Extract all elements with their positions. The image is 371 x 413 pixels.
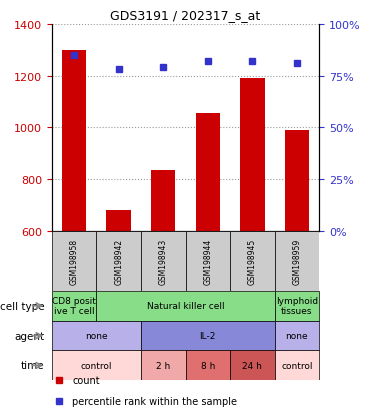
Bar [141, 231, 186, 291]
Bar [141, 321, 275, 351]
Text: agent: agent [14, 331, 45, 341]
Text: 2 h: 2 h [156, 361, 170, 370]
Text: count: count [72, 375, 100, 385]
Bar [186, 351, 230, 380]
Bar [285, 131, 309, 231]
Bar [96, 291, 275, 321]
Text: 24 h: 24 h [242, 361, 262, 370]
Text: Natural killer cell: Natural killer cell [147, 301, 224, 311]
Text: CD8 posit
ive T cell: CD8 posit ive T cell [52, 297, 96, 316]
Bar [52, 231, 96, 291]
Bar [52, 291, 96, 321]
Bar [275, 291, 319, 321]
Bar [151, 171, 175, 231]
Bar [186, 231, 230, 291]
Text: GSM198945: GSM198945 [248, 238, 257, 284]
Bar [230, 351, 275, 380]
Bar [106, 211, 131, 231]
Text: none: none [85, 331, 108, 340]
Title: GDS3191 / 202317_s_at: GDS3191 / 202317_s_at [111, 9, 260, 22]
Bar [52, 321, 141, 351]
Bar [275, 321, 319, 351]
Bar [141, 351, 186, 380]
Text: IL-2: IL-2 [200, 331, 216, 340]
Text: cell type: cell type [0, 301, 45, 311]
Text: GSM198942: GSM198942 [114, 238, 123, 284]
Text: GSM198959: GSM198959 [292, 238, 301, 284]
Text: GSM198944: GSM198944 [203, 238, 212, 284]
Text: control: control [281, 361, 312, 370]
Text: percentile rank within the sample: percentile rank within the sample [72, 396, 237, 406]
Text: none: none [286, 331, 308, 340]
Bar [230, 231, 275, 291]
Text: GSM198958: GSM198958 [70, 238, 79, 284]
Bar [52, 351, 141, 380]
Text: lymphoid
tissues: lymphoid tissues [276, 297, 318, 316]
Text: control: control [81, 361, 112, 370]
Bar [275, 351, 319, 380]
Bar [96, 231, 141, 291]
Text: GSM198943: GSM198943 [159, 238, 168, 284]
Bar [62, 51, 86, 231]
Bar [275, 231, 319, 291]
Bar [240, 79, 265, 231]
Text: time: time [21, 361, 45, 370]
Text: 8 h: 8 h [201, 361, 215, 370]
Bar [196, 114, 220, 231]
